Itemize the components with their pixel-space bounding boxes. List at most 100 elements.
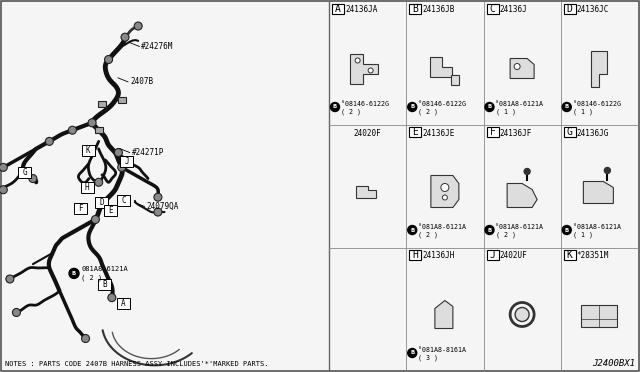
Bar [486,250,499,260]
Text: 081A8-6121A: 081A8-6121A [81,266,128,272]
Bar [486,4,499,14]
Polygon shape [431,176,459,208]
Circle shape [604,167,611,173]
Text: 24136JH: 24136JH [422,251,454,260]
Bar [104,205,116,216]
Bar [332,4,344,14]
Text: E: E [108,206,113,215]
Circle shape [108,294,116,302]
Circle shape [515,308,529,321]
Circle shape [485,225,494,234]
Text: K: K [567,250,573,260]
Text: J: J [490,250,495,260]
Text: 2407B: 2407B [130,77,153,86]
Text: D: D [99,198,104,207]
Text: D: D [567,4,573,14]
Bar [98,279,111,290]
Text: A: A [121,299,125,308]
Text: 24136JC: 24136JC [577,6,609,15]
Circle shape [0,186,7,194]
Circle shape [441,183,449,192]
Circle shape [408,349,417,357]
Circle shape [88,119,96,127]
Circle shape [442,195,447,200]
Bar [409,127,421,137]
Bar [95,197,108,208]
Circle shape [408,103,417,112]
Text: F: F [78,204,83,213]
Circle shape [485,103,494,112]
Text: ( 1 ): ( 1 ) [573,109,593,115]
Text: E: E [412,127,418,137]
Text: ( 1 ): ( 1 ) [495,109,515,115]
Text: H: H [412,250,418,260]
Bar [74,203,87,214]
Circle shape [355,58,360,63]
Polygon shape [451,74,459,84]
Bar [581,305,618,327]
Text: *28351M: *28351M [577,251,609,260]
Text: °081A8-6121A: °081A8-6121A [495,101,543,107]
Polygon shape [430,57,452,77]
Text: 24079QA: 24079QA [147,202,179,211]
Text: F: F [490,127,495,137]
Text: ( 2 ): ( 2 ) [341,109,361,115]
Text: 2402UF: 2402UF [499,251,527,260]
Text: G: G [22,169,27,177]
Circle shape [95,178,102,186]
Text: °081A8-8161A: °081A8-8161A [419,347,467,353]
Text: J2400BX1: J2400BX1 [592,359,635,368]
Text: B: B [72,271,76,276]
Circle shape [92,215,99,224]
Text: 24136JE: 24136JE [422,128,454,138]
Text: #24271P: #24271P [132,148,164,157]
Circle shape [0,163,7,171]
Bar [564,127,576,137]
Bar [120,156,133,167]
Circle shape [154,193,162,201]
Text: B: B [410,350,414,356]
Circle shape [118,163,125,171]
Text: #24276M: #24276M [141,42,174,51]
Text: 24136JF: 24136JF [499,128,532,138]
Text: C: C [490,4,495,14]
Bar [486,127,499,137]
Text: C: C [121,196,125,205]
Circle shape [68,126,76,134]
Bar [18,167,31,179]
Circle shape [81,334,90,343]
Text: ( 2 ): ( 2 ) [495,232,515,238]
Polygon shape [591,51,607,87]
Text: J: J [124,157,129,166]
Bar [564,4,576,14]
Polygon shape [510,58,534,78]
Text: 24136J: 24136J [499,6,527,15]
Text: ( 2 ): ( 2 ) [419,109,438,115]
Text: 24136JB: 24136JB [422,6,454,15]
Bar [117,195,130,206]
Text: 24136JA: 24136JA [345,6,378,15]
Polygon shape [356,186,376,198]
Text: 24136JG: 24136JG [577,128,609,138]
Text: H: H [85,183,90,192]
Text: B: B [410,228,414,232]
Text: °081A8-6121A: °081A8-6121A [419,224,467,230]
Text: °08146-6122G: °08146-6122G [341,101,389,107]
Text: °081A8-6121A: °081A8-6121A [573,224,621,230]
Circle shape [134,22,142,30]
Bar [409,250,421,260]
Circle shape [29,174,37,183]
Circle shape [563,103,572,112]
Circle shape [524,169,530,174]
Text: °08146-6122G: °08146-6122G [419,101,467,107]
Circle shape [563,225,572,234]
Polygon shape [435,301,453,328]
Circle shape [45,137,53,145]
Text: 24020F: 24020F [354,128,381,138]
Text: ( 2 ): ( 2 ) [419,232,438,238]
Bar [95,127,102,133]
Circle shape [514,64,520,70]
Bar [117,298,130,309]
Circle shape [115,148,122,157]
Text: ( 3 ): ( 3 ) [419,355,438,361]
